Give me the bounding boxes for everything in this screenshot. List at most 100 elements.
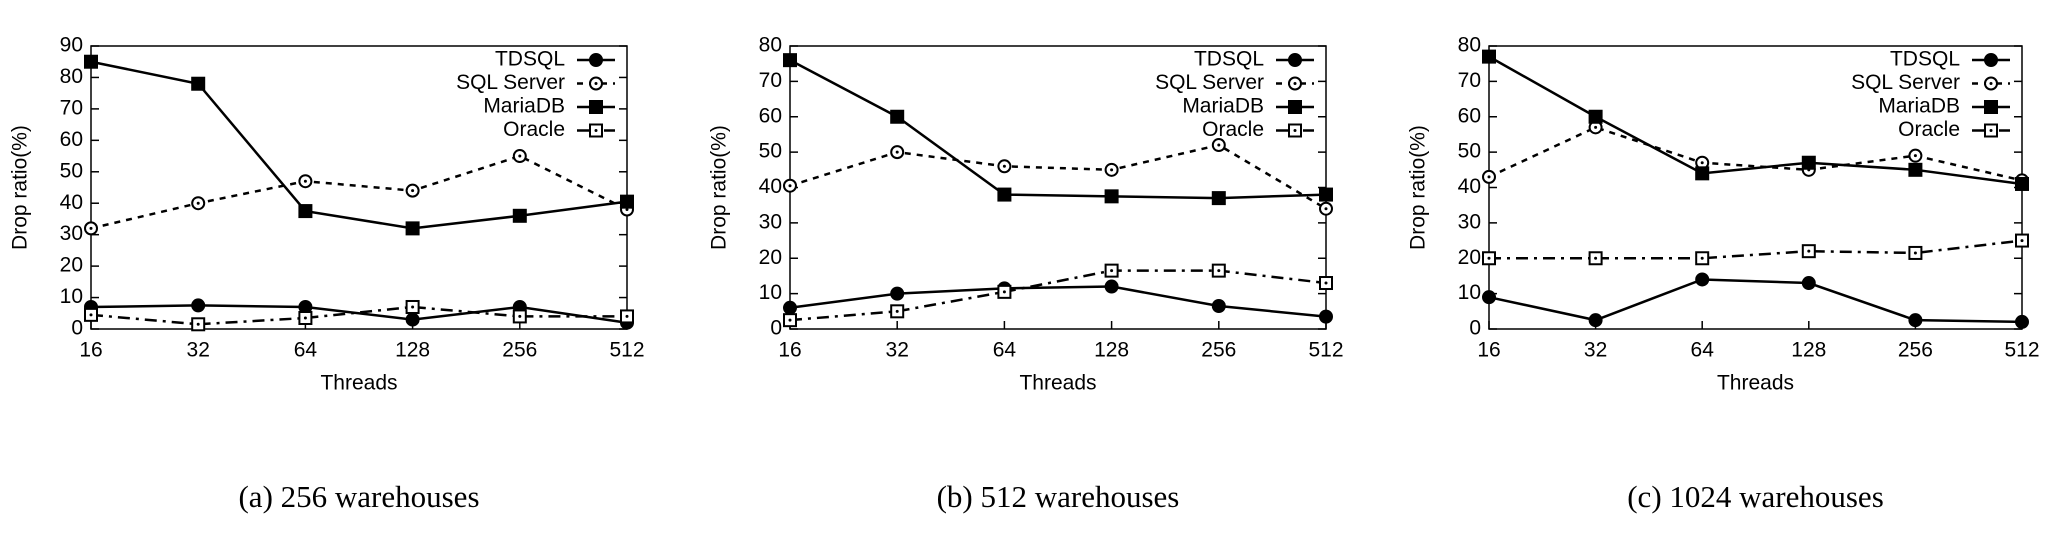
- y-tick-label: 0: [71, 317, 83, 340]
- legend-marker: [1984, 76, 1998, 91]
- marker-dot: [1594, 256, 1598, 260]
- x-tick-label: 64: [294, 339, 318, 362]
- x-tick-label: 16: [79, 339, 102, 362]
- marker: [191, 76, 206, 91]
- caption: (c) 1024 warehouses: [1627, 479, 1884, 514]
- marker: [1211, 299, 1226, 314]
- legend-label: Oracle: [1898, 118, 1960, 141]
- marker-dot: [196, 322, 200, 326]
- marker-dot: [1913, 251, 1917, 255]
- marker: [1908, 313, 1923, 328]
- marker: [1695, 166, 1710, 181]
- x-tick-label: 256: [502, 339, 537, 362]
- marker-dot: [788, 184, 792, 188]
- y-tick-label: 0: [1469, 317, 1481, 340]
- y-tick-label: 90: [60, 34, 83, 57]
- marker-dot: [1700, 256, 1704, 260]
- series-line: [789, 143, 1327, 210]
- marker: [890, 286, 905, 301]
- x-tick-label: 16: [1477, 339, 1500, 362]
- marker-dot: [2020, 239, 2024, 243]
- series-line: [90, 154, 628, 230]
- legend-marker: [1984, 100, 1998, 114]
- series-line: [789, 285, 1327, 318]
- marker: [620, 194, 634, 209]
- y-tick-label: 50: [60, 159, 83, 182]
- x-axis-label: Threads: [320, 372, 397, 395]
- series-line: [1488, 126, 2023, 182]
- marker: [1104, 279, 1119, 294]
- marker-dot: [411, 189, 415, 193]
- legend-label: Oracle: [503, 118, 565, 141]
- marker: [1482, 290, 1496, 305]
- y-axis-label: Drop ratio(%): [708, 125, 731, 250]
- x-tick-label: 128: [1094, 339, 1129, 362]
- x-tick-label: 512: [1308, 339, 1343, 362]
- y-tick-label: 10: [1458, 281, 1481, 304]
- x-tick-label: 128: [395, 339, 430, 362]
- y-tick-label: 20: [759, 246, 782, 269]
- marker: [1695, 272, 1710, 287]
- marker-dot: [1487, 256, 1491, 260]
- marker: [405, 312, 420, 327]
- legend-label: SQL Server: [456, 71, 565, 94]
- marker: [890, 109, 905, 124]
- legend-marker-shape: [1984, 53, 1998, 67]
- x-axis-label: Threads: [1717, 372, 1794, 395]
- marker-dot: [1002, 290, 1006, 294]
- legend-marker: [1288, 53, 1302, 67]
- marker: [298, 204, 313, 219]
- marker-dot: [1594, 125, 1598, 129]
- marker: [512, 208, 527, 223]
- marker-dot: [1002, 164, 1006, 168]
- marker-dot: [895, 150, 899, 154]
- x-tick-label: 256: [1201, 339, 1236, 362]
- marker: [997, 187, 1012, 202]
- marker: [1104, 189, 1119, 204]
- legend-marker-dot: [1989, 129, 1993, 132]
- marker-dot: [1217, 269, 1221, 273]
- marker: [405, 221, 420, 236]
- marker: [1211, 191, 1226, 206]
- marker-dot: [1324, 281, 1328, 285]
- x-tick-label: 64: [993, 339, 1017, 362]
- series-line: [789, 269, 1327, 322]
- marker: [1319, 187, 1333, 202]
- legend-marker: [589, 100, 603, 114]
- legend-label: MariaDB: [1182, 95, 1264, 118]
- legend-label: SQL Server: [1155, 71, 1264, 94]
- legend-label: MariaDB: [483, 95, 565, 118]
- legend-marker: [1984, 123, 1998, 138]
- marker-dot: [196, 201, 200, 205]
- legend-marker: [589, 53, 603, 67]
- legend-marker-dot: [1293, 129, 1297, 132]
- legend-marker-dot: [1989, 82, 1993, 85]
- y-tick-label: 40: [60, 191, 83, 214]
- y-tick-label: 50: [1458, 140, 1481, 163]
- marker: [84, 54, 98, 69]
- caption: (a) 256 warehouses: [238, 479, 479, 514]
- marker: [1801, 155, 1816, 170]
- legend-label: MariaDB: [1878, 95, 1960, 118]
- marker-dot: [1913, 154, 1917, 158]
- legend-label: TDSQL: [1194, 48, 1264, 71]
- x-tick-label: 32: [886, 339, 909, 362]
- y-tick-label: 50: [759, 140, 782, 163]
- legend-marker-shape: [1288, 100, 1302, 114]
- marker-dot: [411, 305, 415, 309]
- y-tick-label: 60: [60, 128, 83, 151]
- marker-dot: [89, 226, 93, 230]
- y-tick-label: 30: [60, 222, 83, 245]
- x-tick-label: 128: [1791, 339, 1826, 362]
- marker: [1908, 162, 1923, 177]
- legend-marker-shape: [589, 100, 603, 114]
- x-tick-label: 32: [1584, 339, 1607, 362]
- y-tick-label: 60: [759, 104, 782, 127]
- y-tick-label: 80: [1458, 34, 1481, 57]
- x-tick-label: 32: [187, 339, 210, 362]
- marker-dot: [89, 313, 93, 317]
- marker: [2015, 314, 2029, 329]
- y-tick-label: 20: [60, 254, 83, 277]
- marker-dot: [625, 208, 629, 212]
- legend-marker: [589, 76, 603, 91]
